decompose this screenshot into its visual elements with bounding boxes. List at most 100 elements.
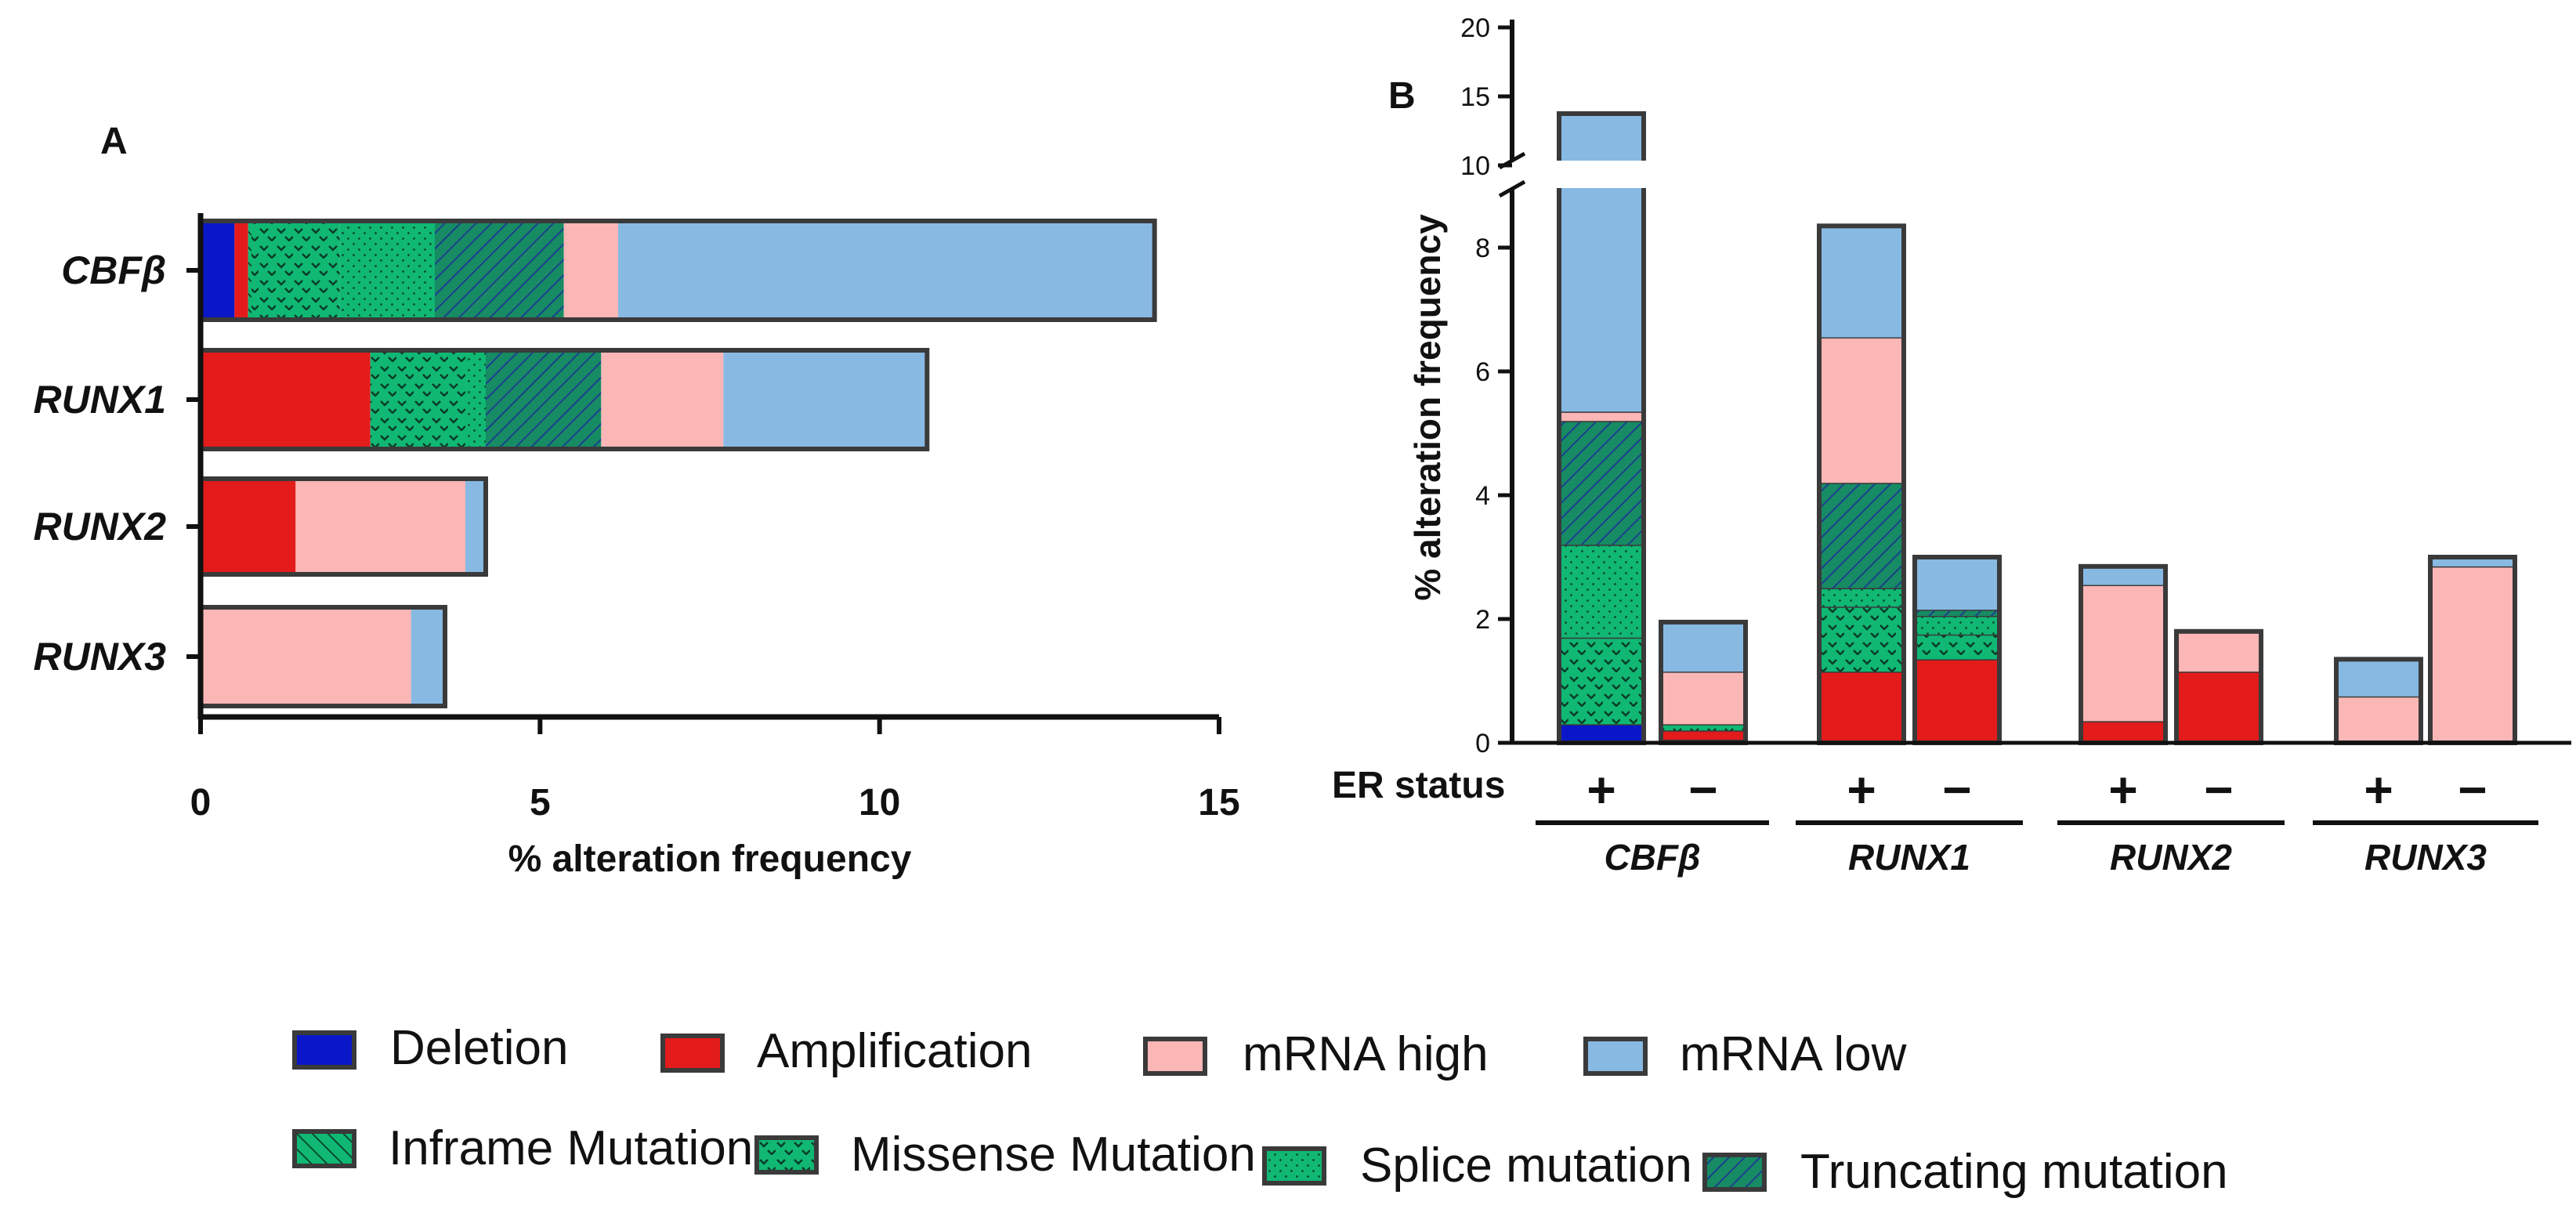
bar-segment-splice-2 — [1819, 588, 1904, 607]
y-tick-label-lower-2: 4 — [1475, 481, 1490, 511]
bar-segment-missense-0 — [251, 221, 340, 320]
bar-segment-mrna_low-0 — [618, 221, 1155, 320]
bar-segment-mrna_low-7 — [2430, 557, 2515, 567]
bar-segment-mrna_low-1 — [723, 350, 928, 449]
er-negative-0: − — [1688, 762, 1717, 818]
panel-label-b: B — [1388, 75, 1416, 117]
y-tick-label-lower-4: 8 — [1475, 234, 1490, 263]
panel-a-y-ticks: CBFβ RUNX1 RUNX2 RUNX3 — [34, 248, 201, 679]
bar-segment-mrna_high-2 — [1819, 337, 1904, 483]
bar-segment-missense-0 — [1559, 637, 1644, 725]
x-tick-label-3: 15 — [1198, 782, 1239, 824]
y-tick-label-0: CBFβ — [61, 248, 166, 292]
y-tick-label-upper-2: 20 — [1460, 13, 1490, 43]
bar-segment-truncating-0 — [1559, 421, 1644, 545]
legend-swatch-deletion — [292, 1030, 356, 1070]
bar-segment-inframe-0 — [248, 221, 251, 320]
er-positive-2: + — [2108, 762, 2137, 818]
bar-segment-amplification-2 — [1819, 672, 1904, 743]
x-tick-label-2: 10 — [859, 782, 900, 824]
bar-segment-deletion-0 — [1559, 724, 1644, 743]
panel-b-bars — [1554, 111, 2517, 746]
legend-swatch-amplification — [660, 1034, 725, 1073]
gene-group-label-0: CBFβ — [1604, 837, 1700, 878]
panel-a-x-axis-title: % alteration frequency — [508, 838, 912, 880]
bar-segment-amplification-3 — [1915, 659, 1999, 743]
bar-segment-missense-2 — [1819, 606, 1904, 672]
er-positive-1: + — [1847, 762, 1876, 818]
er-positive-0: + — [1586, 762, 1615, 818]
bar-segment-mrna_high-2 — [295, 479, 465, 574]
bar-segment-mrna_high-4 — [2081, 585, 2165, 722]
gene-group-label-3: RUNX3 — [2364, 837, 2487, 878]
bar-segment-mrna_low-3 — [1915, 557, 1999, 610]
er-negative-1: − — [1942, 762, 1971, 818]
legend: Deletion Amplification mRNA high mRNA low In… — [292, 1021, 2228, 1199]
bar-segment-mrna_low-2 — [465, 479, 486, 574]
bar-segment-mrna_low-1 — [1661, 621, 1746, 672]
bar-segment-truncating-2 — [1819, 483, 1904, 588]
bar-segment-mrna_low-4 — [2081, 566, 2165, 585]
y-tick-label-upper-0: 10 — [1460, 151, 1490, 181]
y-tick-label-lower-3: 6 — [1475, 357, 1490, 387]
bar-segment-mrna_high-6 — [2336, 696, 2421, 743]
bar-segment-amplification-1 — [1661, 730, 1746, 740]
bar-segment-amplification-1 — [201, 350, 371, 449]
bar-segment-missense-1 — [370, 350, 465, 449]
bar-segment-truncating-1 — [486, 350, 602, 449]
legend-swatch-inframe — [292, 1129, 356, 1168]
er-negative-3: − — [2458, 762, 2487, 818]
y-tick-label-lower-0: 0 — [1475, 729, 1490, 758]
legend-swatch-mrna_high — [1143, 1037, 1207, 1076]
panel-a-x-ticks: 0 5 10 15 — [190, 717, 1240, 824]
bar-segment-truncating-3 — [1915, 610, 1999, 617]
bar-segment-mrna_high-0 — [1559, 411, 1644, 422]
y-tick-label-1: RUNX1 — [34, 378, 166, 422]
legend-swatch-truncating — [1702, 1153, 1767, 1192]
legend-label-amplification: Amplification — [757, 1024, 1032, 1078]
gene-group-label-2: RUNX2 — [2110, 837, 2232, 878]
legend-label-truncating: Truncating mutation — [1800, 1145, 2228, 1199]
axis-break-gap-0 — [1554, 161, 1648, 188]
bar-segment-mrna_low-6 — [2336, 659, 2421, 697]
bar-segment-mrna_low-0 — [1559, 114, 1644, 412]
bar-segment-mrna_high-7 — [2430, 566, 2515, 743]
bar-segment-mrna_high-5 — [2176, 631, 2261, 672]
panel-b-y-axis: 0 2 4 6 8 10 15 20 — [1460, 13, 1526, 758]
x-tick-label-1: 5 — [530, 782, 551, 824]
legend-label-mrna_high: mRNA high — [1243, 1027, 1489, 1081]
bar-segment-deletion-0 — [201, 221, 235, 320]
bar-segment-mrna_low-2 — [1819, 226, 1904, 338]
bar-segment-mrna_high-3 — [201, 607, 411, 706]
bar-segment-amplification-5 — [2176, 672, 2261, 743]
legend-label-missense: Missense Mutation — [851, 1128, 1256, 1182]
legend-label-inframe: Inframe Mutation — [389, 1121, 753, 1175]
gene-group-label-1: RUNX1 — [1848, 837, 1970, 878]
legend-label-mrna_low: mRNA low — [1680, 1027, 1907, 1081]
y-tick-label-2: RUNX2 — [34, 505, 167, 548]
er-positive-3: + — [2364, 762, 2393, 818]
panel-label-a: A — [100, 121, 128, 162]
legend-swatch-mrna_low — [1583, 1037, 1648, 1076]
panel-b-er-status-label: ER status — [1332, 765, 1505, 806]
bar-segment-truncating-0 — [435, 221, 564, 320]
bar-segment-amplification-0 — [234, 221, 248, 320]
bar-segment-splice-3 — [1915, 616, 1999, 635]
bar-segment-splice-0 — [1559, 545, 1644, 638]
panel-b-chart: 0 2 4 6 8 10 15 20 % alteration frequency ER st… — [1332, 13, 2571, 878]
bar-segment-mrna_high-1 — [601, 350, 724, 449]
y-axis-break-marks — [1498, 151, 1526, 198]
panel-a-bars — [198, 219, 1157, 708]
er-negative-2: − — [2204, 762, 2233, 818]
legend-label-splice: Splice mutation — [1360, 1139, 1692, 1193]
panel-b-y-axis-title: % alteration frequency — [1407, 214, 1448, 601]
bar-segment-mrna_high-1 — [1661, 672, 1746, 725]
panel-b-er-groups: + − CBFβ + − RUNX1 + − RUNX2 + − RUNX3 — [1536, 762, 2538, 878]
x-tick-label-0: 0 — [190, 782, 212, 824]
panel-a-chart: CBFβ RUNX1 RUNX2 RUNX3 0 5 10 15 % alteration … — [34, 213, 1240, 880]
bar-segment-missense-3 — [1915, 634, 1999, 660]
legend-label-deletion: Deletion — [390, 1021, 568, 1075]
bar-segment-missense-1 — [1661, 724, 1746, 731]
bar-segment-amplification-2 — [201, 479, 296, 574]
